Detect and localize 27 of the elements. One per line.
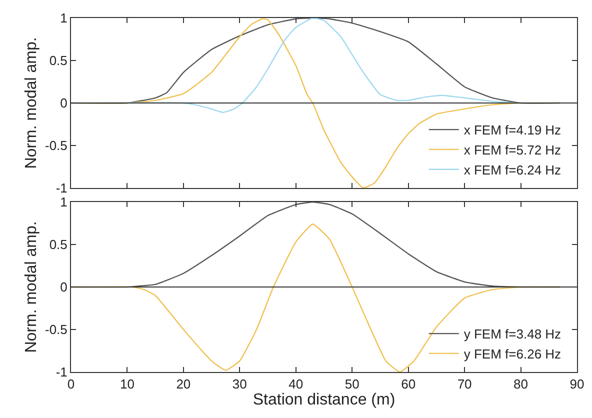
x-tick-label: 80 bbox=[514, 376, 528, 392]
legend-label: y FEM f=6.26 Hz bbox=[464, 346, 562, 362]
x-tick-label: 50 bbox=[344, 376, 360, 392]
y-tick-label: -0.5 bbox=[44, 138, 68, 154]
y-tick-label: -1 bbox=[56, 364, 68, 380]
y-tick-label: 0.5 bbox=[49, 53, 68, 68]
legend-label: x FEM f=4.19 Hz bbox=[464, 122, 562, 138]
y-tick-label: -1 bbox=[56, 180, 68, 196]
y-tick-label: 0 bbox=[60, 280, 68, 295]
y-tick-label: 0 bbox=[60, 96, 68, 111]
y-tick-label: 1 bbox=[60, 194, 68, 210]
y-axis-title: Norm. modal amp. bbox=[22, 221, 40, 353]
x-tick-label: 20 bbox=[176, 376, 191, 392]
y-tick-label: 1 bbox=[60, 10, 68, 26]
x-axis-title: Station distance (m) bbox=[252, 392, 396, 409]
y-axis-title: Norm. modal amp. bbox=[22, 37, 40, 169]
x-tick-label: 60 bbox=[401, 376, 416, 392]
legend-label: y FEM f=3.48 Hz bbox=[464, 326, 562, 342]
x-tick-label: 40 bbox=[288, 376, 304, 392]
legend-label: x FEM f=5.72 Hz bbox=[464, 142, 562, 158]
y-tick-label: 0.5 bbox=[49, 237, 68, 252]
y-tick-label: -0.5 bbox=[44, 322, 68, 338]
x-tick-label: 10 bbox=[120, 376, 134, 392]
x-tick-label: 90 bbox=[570, 376, 584, 392]
x-tick-label: 30 bbox=[232, 376, 247, 392]
legend-label: x FEM f=6.24 Hz bbox=[464, 162, 562, 178]
x-tick-label: 70 bbox=[457, 376, 472, 392]
